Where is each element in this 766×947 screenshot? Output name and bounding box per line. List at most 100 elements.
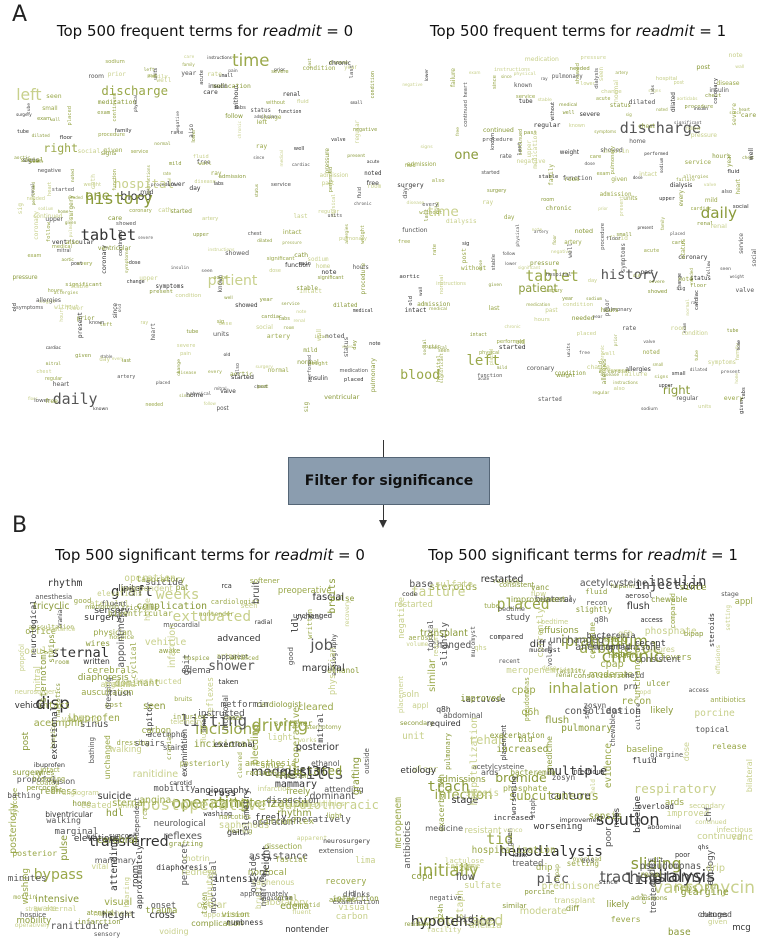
cloud-word: fluid (608, 234, 628, 243)
cloud-word: signs (22, 157, 40, 164)
cloud-word: onset (150, 899, 177, 910)
cloud-word: upper (45, 216, 63, 224)
cloud-word: heparin (608, 650, 637, 660)
cloud-word: renal (293, 318, 306, 324)
cloud-word: complication (136, 600, 208, 612)
cloud-word: acute (213, 275, 227, 281)
cloud-word: ventricular (51, 237, 95, 246)
cloud-word: bedtime (498, 604, 525, 613)
cloud-word: insulin (308, 376, 328, 383)
cloud-word: ards (664, 797, 684, 808)
cloud-word: outside (248, 856, 259, 893)
cloud-word: without (266, 100, 286, 107)
cloud-word: dialysis (669, 182, 693, 190)
cloud-word: artery (564, 240, 582, 247)
cloud-word: pressure (690, 131, 718, 139)
cloud-word: glargine (650, 750, 684, 759)
cloud-word: chest (254, 385, 268, 390)
cloud-word: placement (396, 675, 405, 713)
cloud-word: chest (742, 155, 754, 161)
cloud-word: coated (36, 778, 60, 787)
cloud-word: family (182, 62, 195, 68)
cloud-word: medical (559, 103, 578, 108)
cloud-word: lasix (512, 852, 528, 859)
cloud-word: tube (611, 648, 631, 659)
cloud-word: ethanol (327, 665, 360, 675)
cloud-word: last (349, 65, 356, 79)
cloud-word: home (736, 339, 742, 351)
cloud-word: allergies (36, 298, 61, 305)
cloud-word: signs (38, 298, 56, 305)
cloud-word: floor (605, 236, 621, 243)
cloud-word: continued (697, 830, 743, 842)
cloud-word: free (456, 127, 462, 137)
cloud-word: units (213, 330, 229, 339)
cloud-word: written (83, 657, 110, 666)
cloud-word: redness (181, 867, 217, 878)
cloud-word: drinks (342, 889, 371, 899)
cloud-word: upper (659, 196, 676, 203)
cloud-word: chronic (328, 60, 351, 67)
cloud-word: cleared (298, 702, 334, 714)
cloud-word: pseudomonas (639, 860, 702, 872)
cloud-word: qhs (474, 643, 487, 652)
cloud-word: placed (576, 331, 597, 338)
cloud-word: units (623, 195, 638, 202)
cloud-word: dialysis (652, 865, 716, 886)
cloud-word: service (515, 93, 536, 100)
cloud-word: visual (104, 897, 133, 909)
cloud-word: tricyclic (121, 603, 159, 612)
cloud-word: dose (479, 260, 485, 271)
cloud-word: severe (579, 110, 600, 118)
cloud-word: baseline (626, 744, 664, 755)
cloud-word: home (629, 138, 646, 145)
cloud-word: performed (599, 368, 628, 375)
cloud-word: laboratory (136, 574, 186, 584)
cloud-word: artery (534, 228, 549, 234)
cloud-word: facility (426, 925, 462, 935)
cloud-word: tube (518, 99, 533, 106)
cloud-word: sepsis (588, 811, 623, 823)
word-cloud-significant-readmit-1: failure tracheostomy injection solution albu… (394, 574, 762, 940)
cloud-word: surgery (397, 181, 424, 189)
cloud-word: social (256, 325, 273, 331)
cloud-word: lipitor (118, 583, 144, 594)
cloud-word: rate (499, 152, 512, 160)
cloud-word: incisional (221, 695, 231, 731)
cloud-word: worsening (509, 776, 519, 816)
cloud-word: steroids (429, 581, 478, 593)
cloud-word: dialysis (593, 68, 600, 90)
cloud-word: old (516, 339, 525, 346)
cloud-word: fluid (192, 154, 209, 160)
cloud-word: surgery (12, 767, 43, 777)
cloud-word: wall (50, 117, 61, 123)
cloud-word: small (42, 105, 58, 112)
cloud-word: angina (100, 678, 131, 689)
cloud-word: acetmphn (147, 730, 186, 740)
cloud-word: continued (111, 92, 118, 122)
cloud-word: home (186, 392, 204, 400)
cloud-word: tablet (525, 268, 579, 285)
arrow-down-icon (379, 520, 387, 528)
cloud-word: q6h (521, 706, 540, 718)
cloud-word: sig (676, 286, 686, 293)
cloud-word: transplant (420, 628, 468, 640)
cloud-word: mitral (45, 361, 61, 367)
cloud-word: follow (686, 125, 701, 132)
cloud-word: diaphoresis (156, 862, 208, 872)
cloud-word: drip (536, 861, 553, 872)
cloud-word: assistance (41, 624, 76, 633)
cloud-word: negative (402, 81, 423, 87)
cloud-word: qhs (697, 844, 709, 851)
cloud-word: insulin (208, 82, 228, 90)
cloud-word: started (231, 372, 254, 381)
cloud-word: negative (176, 110, 182, 133)
cloud-word: significant (65, 281, 103, 288)
cloud-word: baseline (633, 795, 643, 833)
panel-a-left-title: Top 500 frequent terms for readmit = 0 (40, 22, 370, 40)
cloud-word: follow (706, 261, 712, 277)
cloud-word: significant (317, 275, 344, 281)
cloud-word: care (671, 240, 684, 247)
cloud-word: valve (735, 286, 755, 294)
cloud-word: height (101, 909, 136, 921)
